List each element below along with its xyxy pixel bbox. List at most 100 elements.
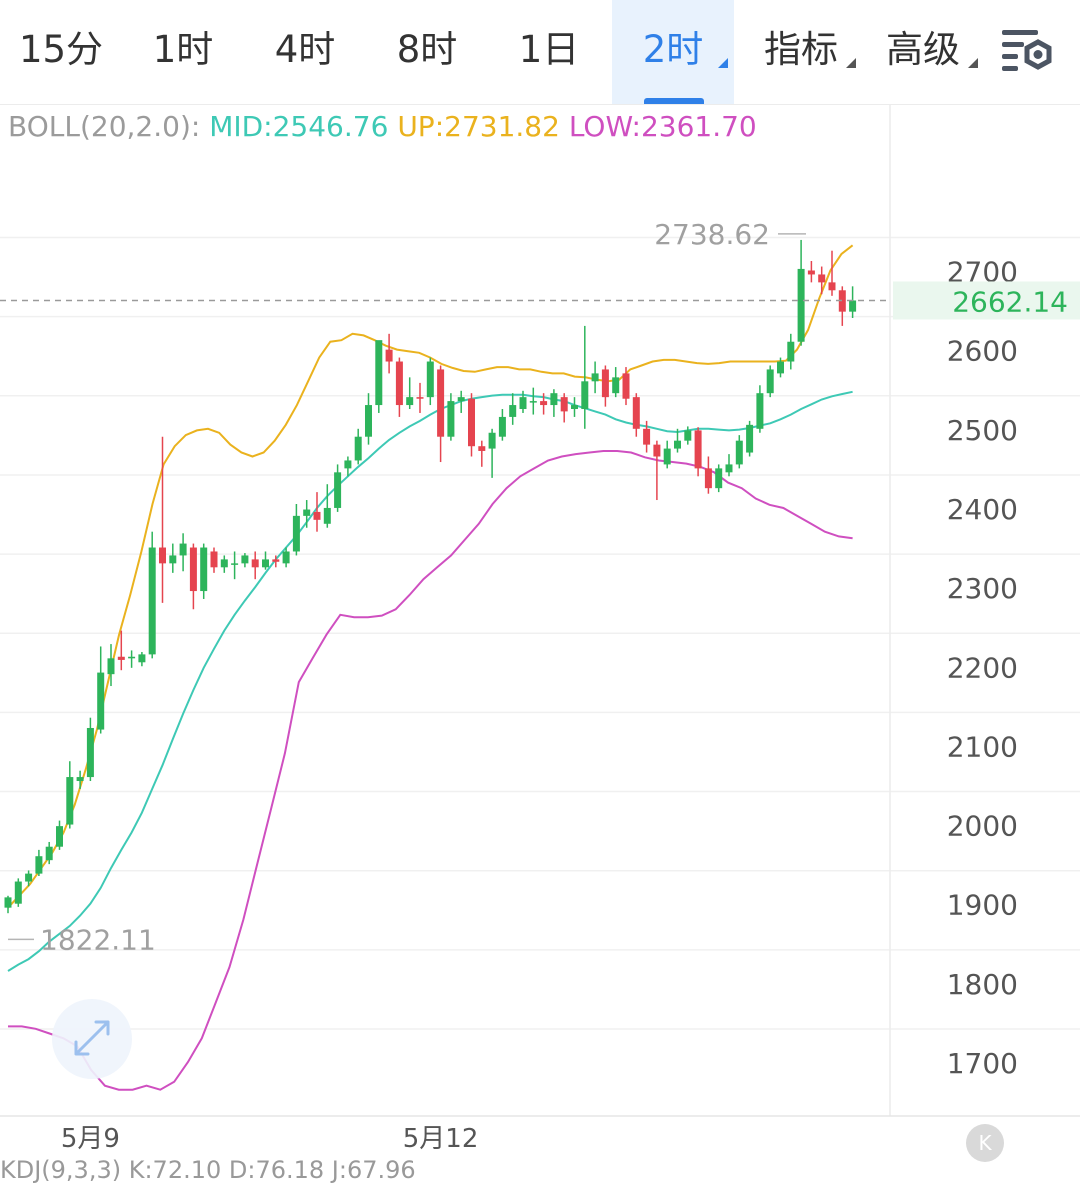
k-line-button[interactable]: K	[966, 1124, 1004, 1162]
boll-line-mid	[7, 390, 853, 972]
candle-body	[622, 373, 630, 399]
candle-body	[117, 656, 125, 660]
candle-body	[777, 361, 784, 374]
candle-body	[663, 448, 671, 465]
tab-label: 2时	[642, 28, 704, 71]
candle-body	[787, 341, 795, 362]
y-tick-label: 1800	[947, 968, 1018, 1001]
expand-arrows-icon[interactable]	[74, 1020, 110, 1056]
current-price-label: 2662.14	[952, 285, 1068, 318]
tab-label: 高级	[886, 28, 960, 71]
tab-label: 指标	[764, 28, 838, 71]
tab-8hour[interactable]: 8时	[366, 0, 488, 104]
candle-body	[581, 381, 589, 410]
candle-body	[385, 349, 393, 362]
candle-body	[509, 405, 517, 417]
candle-body	[200, 547, 208, 592]
candle-body	[395, 361, 403, 406]
candle-body	[849, 300, 857, 312]
candle-body	[632, 397, 640, 429]
candle-body	[66, 777, 74, 825]
chart-settings-icon[interactable]	[996, 24, 1058, 80]
candle-body	[323, 507, 331, 524]
candle-body	[272, 559, 280, 562]
candle-body	[674, 440, 681, 449]
candle-body	[725, 464, 733, 473]
candle-body	[169, 555, 177, 564]
tab-1hour[interactable]: 1时	[122, 0, 244, 104]
candle-body	[437, 369, 445, 437]
tab-1day[interactable]: 1日	[488, 0, 610, 104]
candle-body	[735, 440, 743, 465]
candle-body	[189, 547, 197, 592]
candle-body	[86, 727, 94, 778]
tab-2hour[interactable]: 2时	[612, 0, 734, 104]
candle-body	[694, 430, 702, 469]
y-tick-label: 2300	[947, 572, 1018, 605]
boll-mid-value: MID:2546.76	[209, 110, 389, 143]
candle-body	[807, 270, 815, 275]
y-tick-label: 2500	[947, 414, 1018, 447]
candle-body	[746, 424, 754, 453]
timeframe-tab-bar: 15分 1时 4时 8时 1日 2时 指标 高级	[0, 0, 1080, 105]
tab-4hour[interactable]: 4时	[244, 0, 366, 104]
candle-body	[550, 393, 558, 406]
tab-label: 1时	[152, 28, 214, 71]
candle-body	[591, 373, 599, 382]
y-tick-label: 2400	[947, 493, 1018, 526]
candle-body	[354, 436, 362, 461]
boll-legend: BOLL(20,2.0): MID:2546.76 UP:2731.82 LOW…	[8, 110, 757, 143]
tab-advanced[interactable]: 高级	[862, 0, 984, 104]
candle-body	[138, 654, 146, 663]
candle-body	[292, 515, 300, 552]
candle-body	[4, 897, 12, 908]
candle-body	[612, 377, 620, 394]
candle-body	[406, 397, 414, 406]
candle-body	[519, 397, 527, 410]
active-tab-indicator	[644, 98, 704, 104]
y-tick-label: 1700	[947, 1047, 1018, 1080]
candle-body	[416, 397, 424, 399]
candle-body	[643, 428, 651, 445]
x-tick-label: 5月9	[61, 1124, 120, 1154]
tab-label: 15分	[18, 28, 104, 71]
candle-body	[107, 658, 115, 675]
candle-body	[715, 468, 723, 489]
candle-body	[756, 393, 764, 429]
tab-15min[interactable]: 15分	[0, 0, 122, 104]
candle-body	[14, 881, 22, 904]
candle-body	[45, 846, 53, 861]
candle-body	[241, 555, 249, 564]
tab-indicators[interactable]: 指标	[740, 0, 862, 104]
candle-body	[251, 559, 259, 568]
candle-body	[159, 547, 166, 564]
boll-line-low	[8, 450, 853, 1091]
candlestick-chart[interactable]: 1700 1800 1900 2000 2100 2200 2300 2400 2500 2600…	[0, 104, 1080, 1169]
candle-body	[653, 444, 661, 457]
y-tick-label: 2600	[947, 335, 1018, 368]
candle-body	[766, 369, 774, 394]
candle-body	[498, 416, 506, 437]
candle-body	[571, 405, 578, 410]
candle-body	[97, 672, 105, 730]
candle-body	[25, 873, 33, 882]
candle-body	[529, 401, 537, 403]
min-annotation-label: 1822.11	[40, 923, 156, 956]
dropdown-caret-icon	[968, 58, 978, 68]
candle-body	[148, 547, 156, 655]
candle-body	[179, 543, 187, 556]
candle-body	[76, 777, 84, 782]
candle-body	[262, 559, 269, 568]
boll-low-value: LOW:2361.70	[568, 110, 757, 143]
boll-line-up	[7, 244, 854, 909]
dropdown-caret-icon	[718, 58, 728, 68]
tab-label: 8时	[396, 28, 458, 71]
candle-body	[818, 274, 826, 283]
candle-body	[797, 268, 805, 342]
candle-body	[35, 856, 43, 874]
candle-body	[838, 290, 846, 312]
candle-body	[560, 397, 568, 412]
candle-body	[128, 656, 136, 659]
candle-body	[426, 361, 434, 398]
candle-body	[231, 563, 239, 565]
